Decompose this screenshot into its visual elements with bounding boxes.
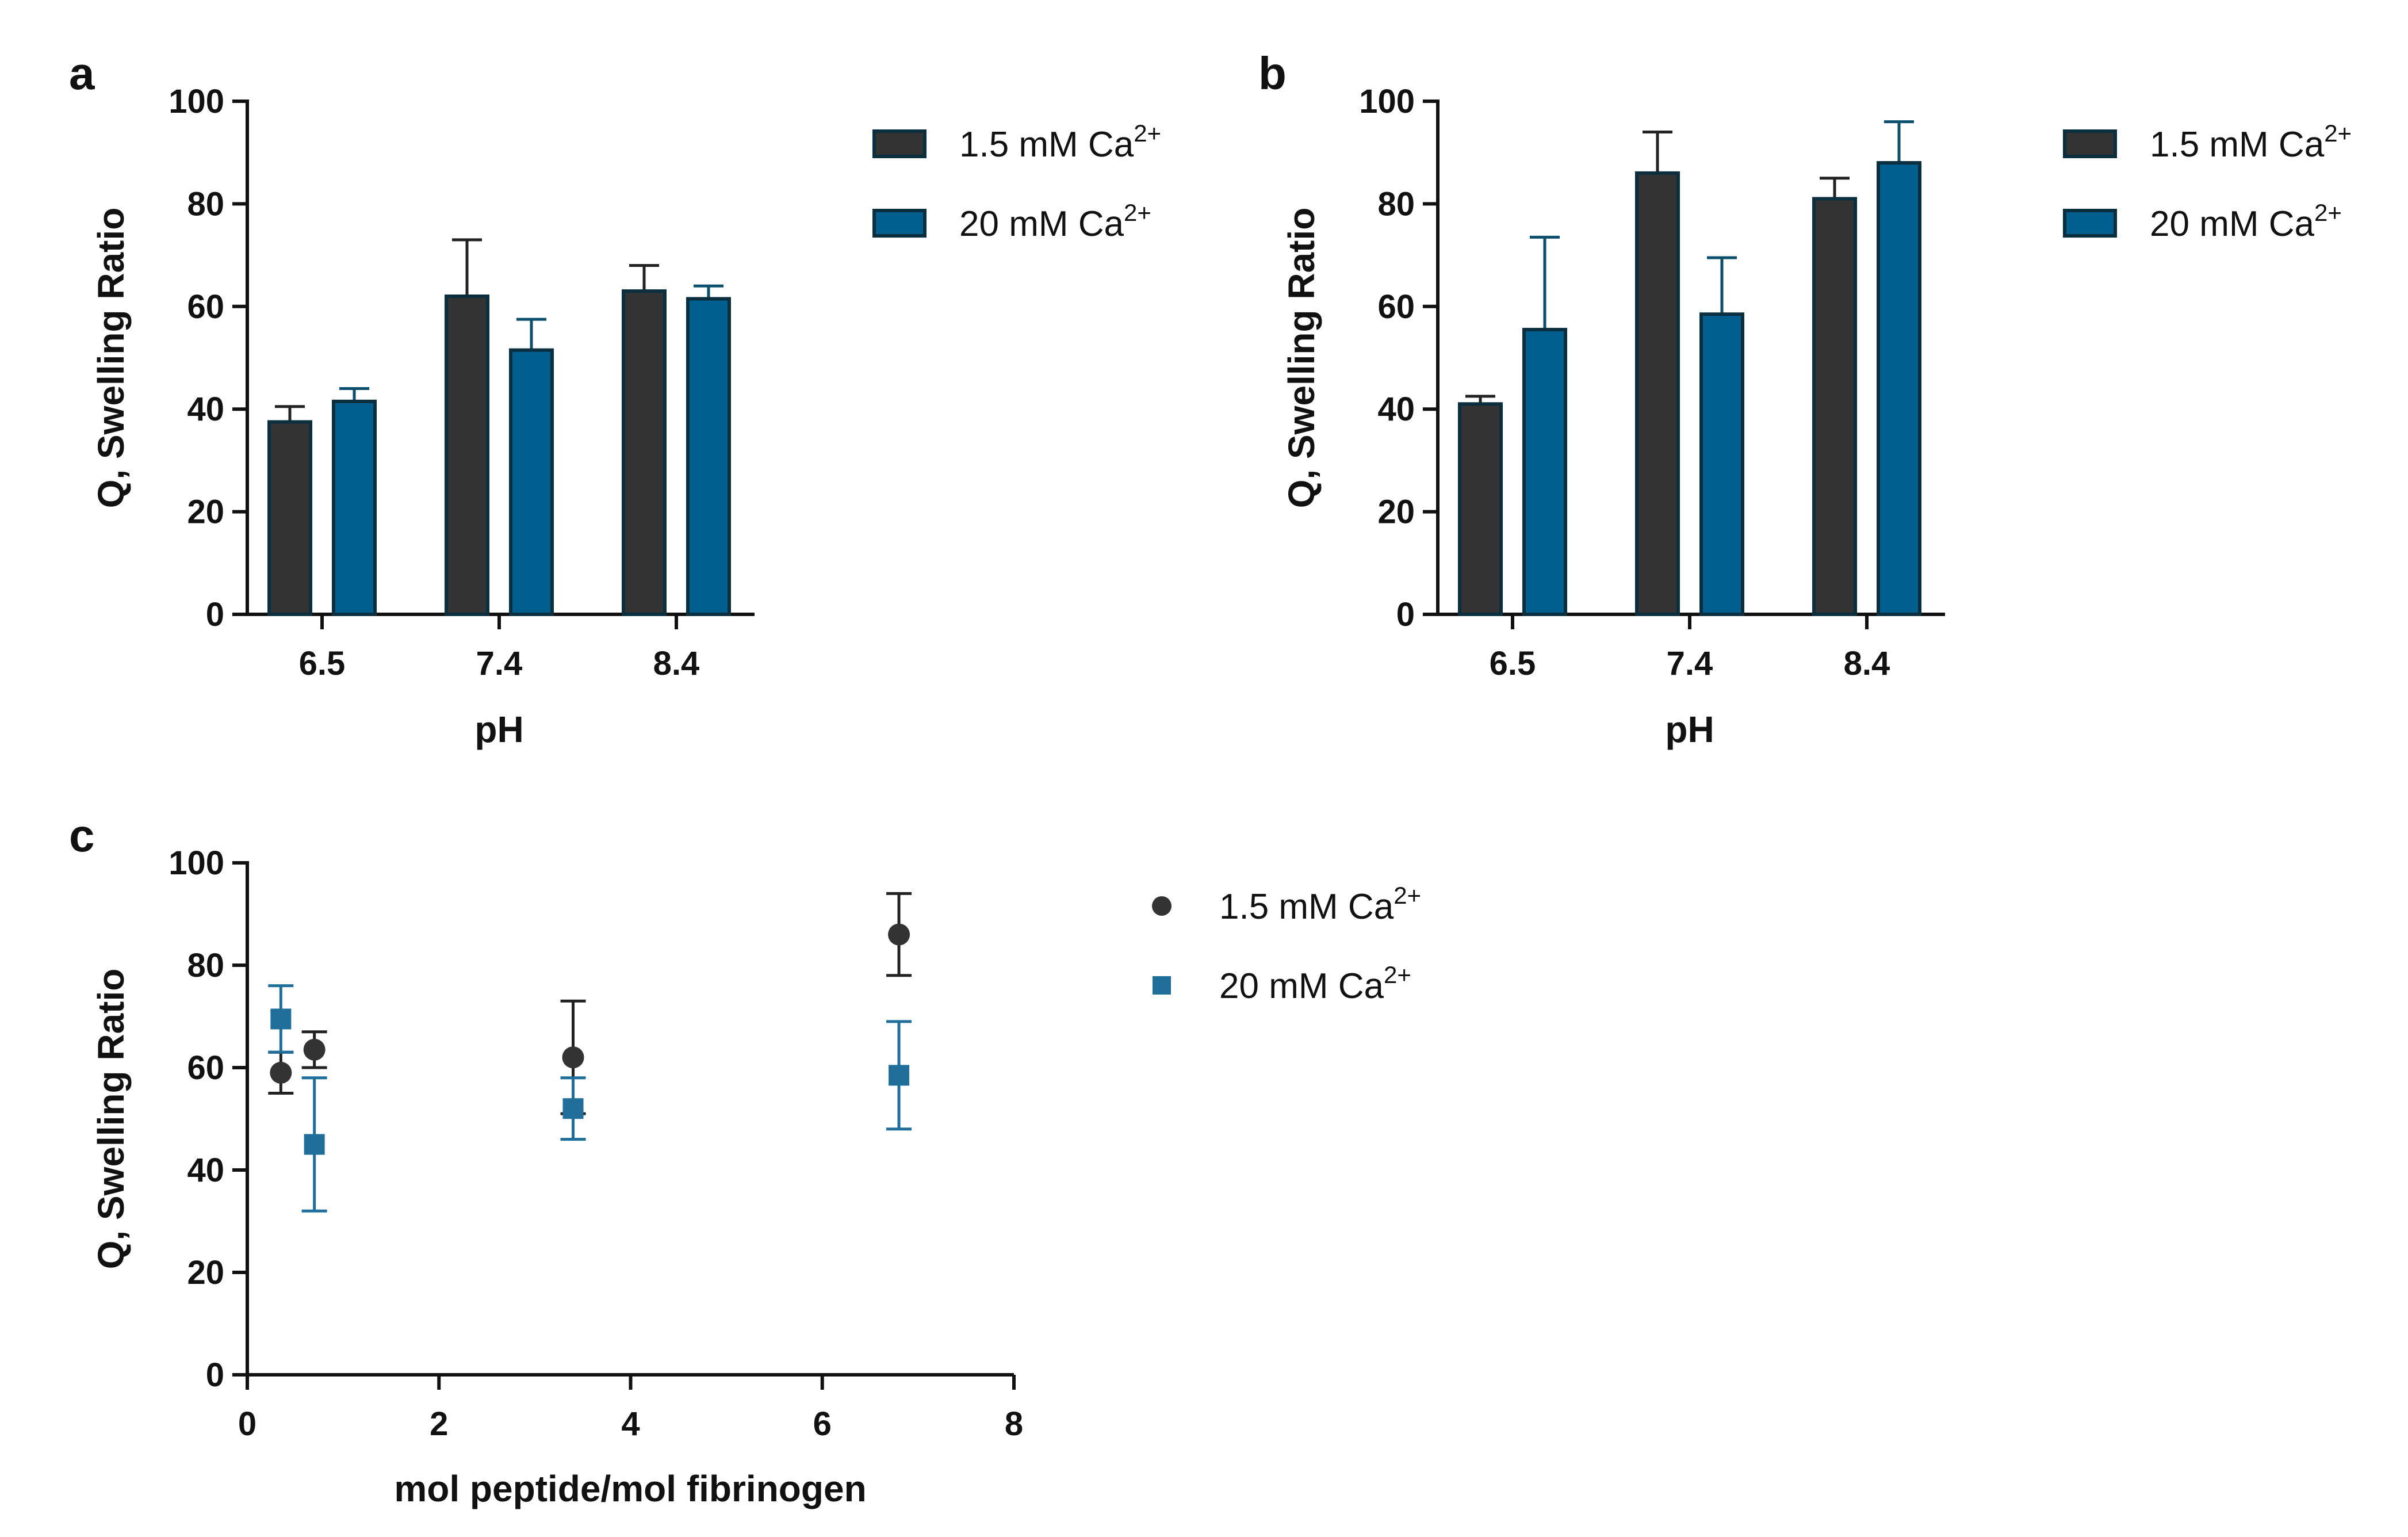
y-tick-label: 80 xyxy=(1377,185,1415,223)
y-tick-label: 20 xyxy=(187,1254,224,1291)
y-tick-label: 60 xyxy=(187,288,224,326)
x-axis-title: mol peptide/mol fibrinogen xyxy=(394,1468,866,1509)
y-axis-title: Q, Swelling Ratio xyxy=(1281,208,1322,508)
x-tick-label: 6.5 xyxy=(1490,645,1536,682)
bar-high-ca-8-4 xyxy=(686,297,731,616)
legend-label-text: 20 mM Ca xyxy=(959,204,1124,244)
legend-label: 1.5 mM Ca2+ xyxy=(959,120,1161,165)
point-low-ca xyxy=(562,1046,584,1069)
legend-label-superscript: 2+ xyxy=(1124,199,1151,226)
legend-marker-high-ca xyxy=(1153,976,1171,995)
y-tick-label: 20 xyxy=(187,494,224,531)
x-tick-label: 0 xyxy=(238,1405,257,1443)
legend-label: 1.5 mM Ca2+ xyxy=(1219,882,1421,927)
legend-label-superscript: 2+ xyxy=(1134,120,1161,147)
y-tick-label: 0 xyxy=(206,596,224,633)
x-tick-label: 2 xyxy=(430,1405,448,1443)
legend-label: 1.5 mM Ca2+ xyxy=(2150,120,2352,165)
y-tick-label: 0 xyxy=(1396,596,1415,633)
legend: 1.5 mM Ca2+20 mM Ca2+ xyxy=(1152,882,1421,1006)
legend-label-text: 20 mM Ca xyxy=(1219,966,1384,1006)
y-tick-label: 100 xyxy=(169,844,224,882)
y-tick-label: 20 xyxy=(1377,494,1415,531)
x-axis-title: pH xyxy=(1665,709,1714,750)
point-low-ca xyxy=(303,1038,326,1061)
x-tick-label: 6 xyxy=(813,1405,832,1443)
panel-letter: a xyxy=(69,48,95,99)
bar-low-ca-7-4 xyxy=(445,294,489,616)
y-tick-label: 100 xyxy=(1359,83,1415,120)
legend-swatch-low-ca xyxy=(872,129,927,158)
point-high-ca xyxy=(889,1065,910,1086)
legend-label-superscript: 2+ xyxy=(2314,199,2342,226)
legend-marker-low-ca xyxy=(1152,896,1172,916)
legend-swatch-high-ca xyxy=(2063,209,2117,238)
y-tick-label: 60 xyxy=(1377,288,1415,326)
panel-a: a 0 20 40 60 80 100 Q, Swelling Ratio pH 6.5 7.4 8.… xyxy=(69,48,1161,750)
x-tick-label: 4 xyxy=(621,1405,640,1443)
point-low-ca xyxy=(270,1061,292,1084)
bar-low-ca-8-4 xyxy=(1812,197,1857,617)
legend-label-text: 20 mM Ca xyxy=(2150,204,2314,244)
y-tick-label: 40 xyxy=(187,1152,224,1189)
legend: 1.5 mM Ca2+20 mM Ca2+ xyxy=(872,120,1161,244)
y-tick-label: 100 xyxy=(169,83,224,120)
y-axis-title: Q, Swelling Ratio xyxy=(90,208,132,508)
x-tick-label: 7.4 xyxy=(1667,645,1713,682)
bar-low-ca-7-4 xyxy=(1635,171,1680,616)
x-tick-label: 8.4 xyxy=(653,645,700,682)
legend-label-text: 1.5 mM Ca xyxy=(1219,887,1394,927)
panel-b: b 0 20 40 60 80 100 Q, Swelling Ratio pH 6.5 7.4 8.… xyxy=(1258,48,2352,750)
legend: 1.5 mM Ca2+20 mM Ca2+ xyxy=(2063,120,2352,244)
point-low-ca xyxy=(888,923,910,946)
y-axis-title: Q, Swelling Ratio xyxy=(90,969,132,1270)
legend-label-superscript: 2+ xyxy=(1393,882,1421,909)
legend-label: 20 mM Ca2+ xyxy=(1219,961,1411,1006)
x-tick-label: 7.4 xyxy=(476,645,523,682)
bar-high-ca-7-4 xyxy=(1699,312,1744,616)
bar-low-ca-6-5 xyxy=(267,420,312,616)
legend-label-text: 1.5 mM Ca xyxy=(2150,125,2325,165)
point-high-ca xyxy=(562,1098,584,1119)
point-high-ca xyxy=(270,1008,292,1030)
panel-letter: b xyxy=(1258,48,1287,99)
x-tick-label: 6.5 xyxy=(299,645,346,682)
y-tick-label: 60 xyxy=(187,1049,224,1087)
panel-letter: c xyxy=(69,810,95,861)
y-tick-label: 80 xyxy=(187,947,224,984)
legend-swatch-high-ca xyxy=(872,209,927,238)
x-axis-title: pH xyxy=(474,709,523,750)
legend-label: 20 mM Ca2+ xyxy=(959,199,1151,244)
y-tick-label: 40 xyxy=(187,391,224,428)
x-tick-label: 8 xyxy=(1005,1405,1023,1443)
legend-label-text: 1.5 mM Ca xyxy=(959,125,1134,165)
legend-swatch-low-ca xyxy=(2063,129,2117,158)
bar-low-ca-6-5 xyxy=(1458,402,1503,617)
bar-high-ca-6-5 xyxy=(332,399,377,616)
bar-high-ca-6-5 xyxy=(1522,327,1567,616)
y-tick-label: 80 xyxy=(187,185,224,223)
y-tick-label: 0 xyxy=(206,1356,224,1394)
legend-label-superscript: 2+ xyxy=(2324,120,2352,147)
bar-low-ca-8-4 xyxy=(622,289,667,617)
x-tick-label: 8.4 xyxy=(1844,645,1890,682)
bar-high-ca-7-4 xyxy=(509,348,554,616)
y-tick-label: 40 xyxy=(1377,391,1415,428)
legend-label-superscript: 2+ xyxy=(1384,961,1411,988)
point-high-ca xyxy=(304,1134,325,1155)
legend-label: 20 mM Ca2+ xyxy=(2150,199,2342,244)
bar-high-ca-8-4 xyxy=(1877,161,1921,617)
